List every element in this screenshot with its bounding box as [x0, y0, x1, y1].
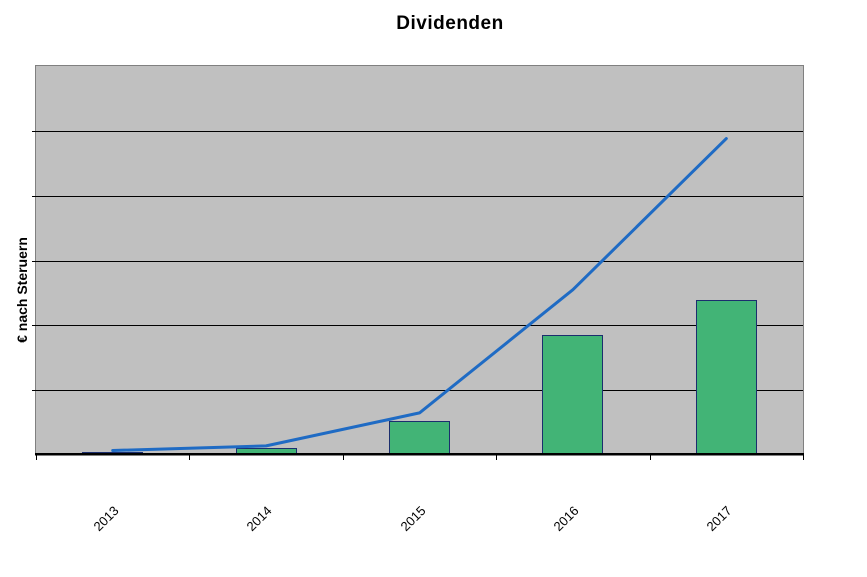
y-gridline	[36, 130, 803, 132]
plot-area	[35, 65, 804, 456]
y-gridline	[36, 195, 803, 197]
x-axis-label-2014: 2014	[243, 503, 275, 535]
x-axis-label-2017: 2017	[703, 503, 735, 535]
y-gridline	[36, 260, 803, 262]
x-axis-line	[35, 453, 804, 455]
y-axis-tick	[32, 195, 36, 197]
bar-2016	[542, 335, 604, 455]
y-axis-title: € nach Steruern	[14, 237, 30, 343]
x-axis-tick	[36, 455, 37, 460]
x-axis-tick	[189, 455, 191, 460]
chart-title: Dividenden	[396, 13, 504, 34]
y-axis-tick	[32, 390, 36, 392]
x-axis-label-2016: 2016	[550, 503, 582, 535]
y-axis-tick	[32, 325, 36, 327]
x-axis-tick	[342, 455, 344, 460]
x-axis-label-2013: 2013	[90, 503, 122, 535]
line-series	[111, 137, 728, 452]
y-axis-tick	[32, 130, 36, 132]
y-axis-tick	[32, 260, 36, 262]
x-axis-label-2015: 2015	[397, 503, 429, 535]
x-axis-tick	[496, 455, 498, 460]
y-gridline	[36, 390, 803, 392]
x-axis-tick	[649, 455, 651, 460]
line-series-svg	[111, 137, 728, 452]
y-gridline	[36, 325, 803, 327]
x-axis-tick	[803, 455, 804, 460]
